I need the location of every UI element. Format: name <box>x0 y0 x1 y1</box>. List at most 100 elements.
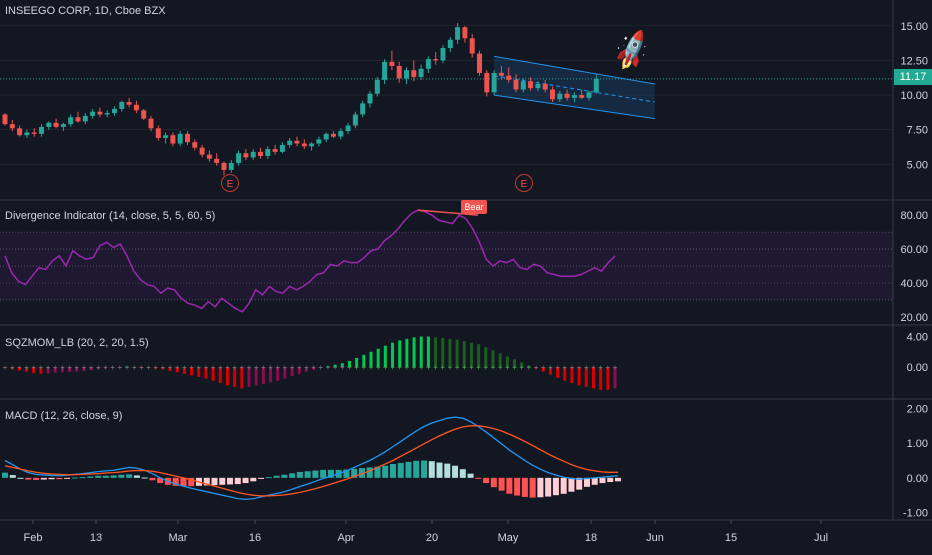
macd-histogram-bar <box>9 475 16 478</box>
sqzmom-cross: + <box>204 363 209 372</box>
sqzmom-cross: + <box>261 363 266 372</box>
macd-histogram-bar <box>102 475 109 478</box>
time-tick-label: Apr <box>337 532 354 544</box>
candle-body <box>75 117 81 122</box>
sqzmom-bar <box>304 367 308 372</box>
macd-histogram-bar <box>242 477 249 484</box>
candle-body <box>141 110 147 119</box>
candle-body <box>301 143 307 147</box>
sqzmom-bar <box>60 367 64 373</box>
candle-body <box>440 48 446 61</box>
candle-body <box>564 93 570 98</box>
sqzmom-cross: + <box>96 363 101 372</box>
sqzmom-bar <box>75 367 79 372</box>
sqzmom-cross: + <box>591 363 596 372</box>
sqzmom-cross: + <box>570 363 575 372</box>
macd-histogram-bar <box>133 475 140 478</box>
candle-body <box>528 81 534 89</box>
candle-body <box>9 124 15 129</box>
candle-body <box>542 84 548 90</box>
candle-body <box>112 108 117 114</box>
macd-histogram-bar <box>227 477 234 485</box>
time-tick-label: Jul <box>814 532 828 544</box>
sqzmom-cross: + <box>397 363 402 372</box>
sqzmom-cross: + <box>584 363 589 372</box>
macd-histogram-bar <box>87 476 94 478</box>
sqzmom-bar <box>182 367 186 374</box>
candle-body <box>345 125 351 132</box>
sqzmom-cross: + <box>376 363 381 372</box>
sqzmom-bar <box>455 339 459 368</box>
macd-histogram-bar <box>172 477 179 486</box>
candle-body <box>491 72 497 93</box>
sqzmom-cross: + <box>534 363 539 372</box>
sqzmom-cross: + <box>31 363 36 372</box>
sqzmom-bar <box>326 366 330 368</box>
sqzmom-bar <box>17 367 21 371</box>
sqzmom-cross: + <box>433 363 438 372</box>
sqzmom-bar <box>491 350 495 368</box>
macd-histogram-bar <box>273 475 280 478</box>
sqzmom-cross: + <box>462 363 467 372</box>
macd-histogram-bar <box>320 469 327 478</box>
candle-body <box>119 102 125 109</box>
macd-histogram-bar <box>537 477 544 498</box>
candle-body <box>498 72 504 76</box>
candle-body <box>185 133 190 143</box>
candle-body <box>309 143 315 147</box>
sqzmom-cross: + <box>326 363 331 372</box>
macd-histogram-bar <box>560 477 567 494</box>
candle-body <box>68 117 74 125</box>
macd-histogram-bar <box>498 477 505 491</box>
sqzmom-bar <box>154 367 158 369</box>
sqzmom-cross: + <box>448 363 453 372</box>
sqzmom-bar <box>25 367 29 372</box>
sqzmom-bar <box>254 367 258 386</box>
sqzmom-cross: + <box>125 363 130 372</box>
sqzmom-cross: + <box>369 363 374 372</box>
candle-body <box>265 149 271 156</box>
candle-body <box>469 38 475 54</box>
candle-body <box>53 122 59 127</box>
sqzmom-bar <box>462 341 466 368</box>
sqzmom-bar <box>584 367 588 387</box>
sqzmom-bar <box>319 367 323 369</box>
sqzmom-bar <box>225 367 229 386</box>
time-tick-label: 13 <box>90 532 102 544</box>
sqzmom-bar <box>197 367 201 377</box>
sqzmom-bar <box>204 367 208 379</box>
sqzmom-bar <box>599 367 603 390</box>
candle-body <box>550 89 555 100</box>
sqzmom-cross: + <box>290 363 295 372</box>
sqzmom-cross: + <box>405 363 410 372</box>
candle-body <box>331 133 336 137</box>
candle-body <box>82 115 88 122</box>
macd-histogram-bar <box>413 460 420 478</box>
price-axis-label: 15.00 <box>900 21 928 33</box>
macd-histogram-bar <box>552 477 559 496</box>
sqzmom-bar <box>269 367 273 383</box>
sqzmom-cross: + <box>512 363 517 372</box>
candle-body <box>104 113 110 115</box>
time-tick-label: 15 <box>725 532 737 544</box>
candle-body <box>477 53 482 73</box>
macd-histogram-bar <box>576 477 583 490</box>
sqzmom-bar <box>563 367 567 381</box>
macd-histogram-bar <box>475 477 482 479</box>
sqzmom-bar <box>276 367 280 381</box>
sqzmom-bar <box>111 367 115 369</box>
sqzmom-cross: + <box>318 363 323 372</box>
macd-histogram-bar <box>514 477 521 496</box>
candle-body <box>17 128 23 136</box>
sqzmom-cross: + <box>24 363 29 372</box>
sqzmom-bar <box>419 336 423 368</box>
sqzmom-bar <box>448 338 452 368</box>
macd-histogram-bar <box>118 474 125 478</box>
macd-histogram-bar <box>545 477 552 497</box>
sqzmom-cross: + <box>340 363 345 372</box>
macd-histogram-bar <box>583 477 590 487</box>
candle-body <box>462 27 468 39</box>
sqzmom-cross: + <box>117 363 122 372</box>
macd-histogram-bar <box>250 477 257 482</box>
